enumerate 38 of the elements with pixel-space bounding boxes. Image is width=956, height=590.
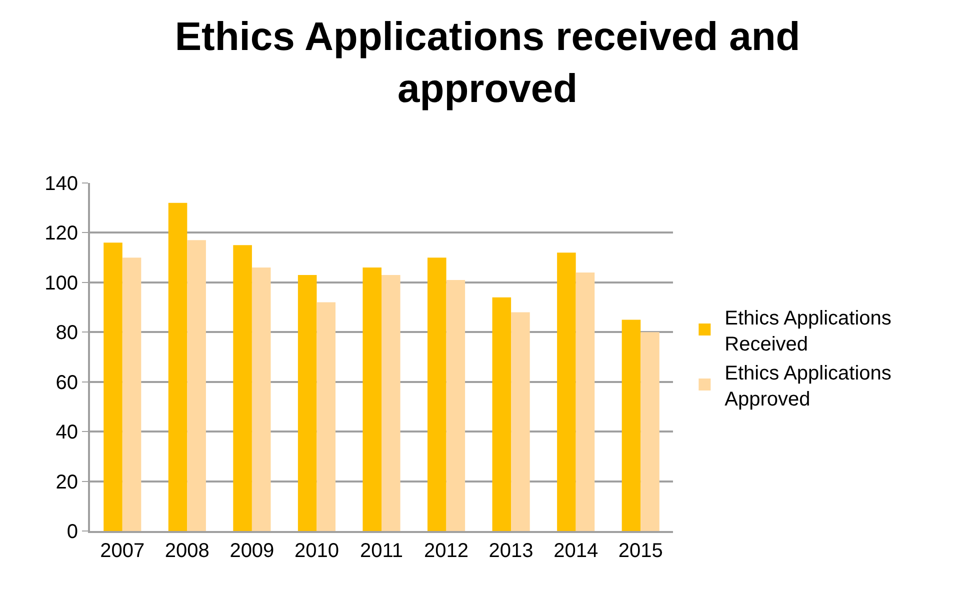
x-tick-label: 2013: [488, 540, 534, 562]
y-tick-label: 80: [56, 322, 78, 344]
bar: [122, 258, 142, 531]
y-tick-label: 20: [56, 471, 78, 494]
x-tick-label: 2007: [100, 540, 145, 562]
bar: [446, 280, 466, 531]
bar: [511, 312, 530, 531]
bar: [187, 240, 206, 531]
bar: [382, 274, 400, 531]
bar: [168, 202, 188, 531]
bar: [362, 268, 382, 531]
legend-label: Ethics Applications Approved: [724, 362, 892, 410]
bar: [492, 297, 512, 531]
x-tick-label: 2009: [230, 540, 274, 562]
bar: [622, 320, 641, 531]
y-tick-label: 40: [56, 422, 78, 444]
bar: [427, 258, 446, 531]
bar: [640, 332, 660, 531]
bar: [104, 242, 122, 531]
y-tick-label: 140: [44, 173, 78, 195]
x-tick-label: 2011: [360, 540, 404, 562]
x-tick-label: 2014: [554, 540, 598, 562]
x-tick-label: 2012: [424, 540, 469, 562]
y-tick-label: 120: [44, 222, 78, 245]
legend-label: Ethics Applications Received: [724, 307, 892, 356]
bar: [252, 268, 271, 531]
x-tick-label: 2008: [164, 540, 210, 562]
x-tick-label: 2015: [618, 540, 663, 562]
x-tick-label: 2010: [294, 540, 339, 562]
bar: [316, 302, 336, 531]
chart-title: Ethics Applications received and approved: [174, 15, 800, 112]
y-tick-label: 60: [56, 372, 78, 394]
y-tick-label: 100: [44, 272, 78, 294]
bar: [557, 252, 576, 531]
y-tick-label: 0: [66, 521, 78, 543]
bar: [233, 245, 252, 531]
bar: [298, 274, 317, 531]
bar: [576, 272, 595, 531]
